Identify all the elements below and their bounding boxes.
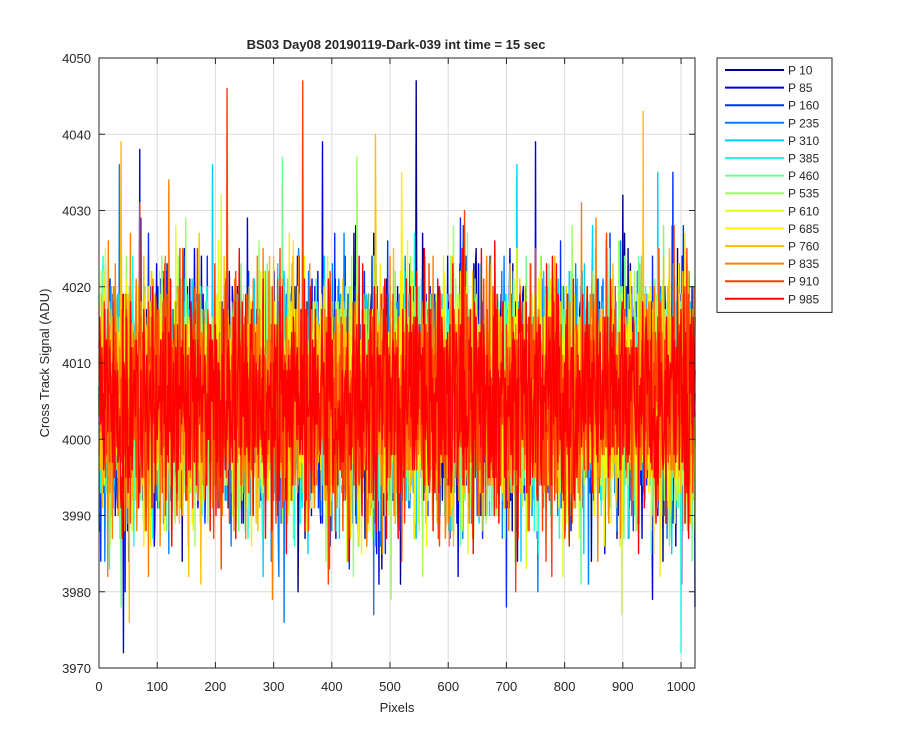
series-line-p985 bbox=[98, 240, 696, 555]
y-axis-label: Cross Track Signal (ADU) bbox=[37, 289, 52, 438]
x-tick-label: 900 bbox=[612, 679, 634, 694]
y-tick-label: 4010 bbox=[62, 356, 91, 371]
legend-label: P 535 bbox=[788, 187, 819, 201]
x-tick-label: 300 bbox=[263, 679, 285, 694]
legend-label: P 10 bbox=[788, 64, 813, 78]
x-tick-label: 800 bbox=[554, 679, 576, 694]
y-tick-label: 3980 bbox=[62, 585, 91, 600]
legend-label: P 85 bbox=[788, 81, 813, 95]
x-tick-label: 700 bbox=[496, 679, 518, 694]
chart-title: BS03 Day08 20190119-Dark-039 int time = … bbox=[247, 37, 546, 52]
y-tick-label: 4050 bbox=[62, 51, 91, 66]
legend-label: P 385 bbox=[788, 152, 819, 166]
legend: P 10 P 85 P 160 P 235 P 310 P 385 P 460 P 535 P … bbox=[716, 57, 833, 313]
legend-label: P 760 bbox=[788, 240, 819, 254]
legend-label: P 910 bbox=[788, 275, 819, 289]
legend-label: P 985 bbox=[788, 292, 819, 306]
x-tick-label: 200 bbox=[205, 679, 227, 694]
y-tick-label: 3970 bbox=[62, 661, 91, 676]
legend-label: P 610 bbox=[788, 204, 819, 218]
y-tick-label: 4000 bbox=[62, 432, 91, 447]
legend-box bbox=[716, 57, 833, 313]
x-tick-label: 500 bbox=[379, 679, 401, 694]
legend-label: P 685 bbox=[788, 222, 819, 236]
x-tick-label: 100 bbox=[146, 679, 168, 694]
y-tick-label: 4020 bbox=[62, 280, 91, 295]
axis-ticks: 0 100 200 300 400 500 600 700 800 900 1000 3970 3980… bbox=[62, 51, 695, 694]
legend-label: P 160 bbox=[788, 99, 819, 113]
x-tick-label: 600 bbox=[437, 679, 459, 694]
y-tick-label: 4030 bbox=[62, 204, 91, 219]
x-tick-label: 0 bbox=[95, 679, 102, 694]
legend-label: P 235 bbox=[788, 116, 819, 130]
legend-label: P 310 bbox=[788, 134, 819, 148]
y-tick-label: 3990 bbox=[62, 509, 91, 524]
x-tick-label: 400 bbox=[321, 679, 343, 694]
x-tick-label: 1000 bbox=[667, 679, 696, 694]
legend-label: P 460 bbox=[788, 169, 819, 183]
y-tick-label: 4040 bbox=[62, 127, 91, 142]
x-axis-label: Pixels bbox=[380, 700, 415, 715]
series-group bbox=[98, 80, 696, 654]
legend-label: P 835 bbox=[788, 257, 819, 271]
